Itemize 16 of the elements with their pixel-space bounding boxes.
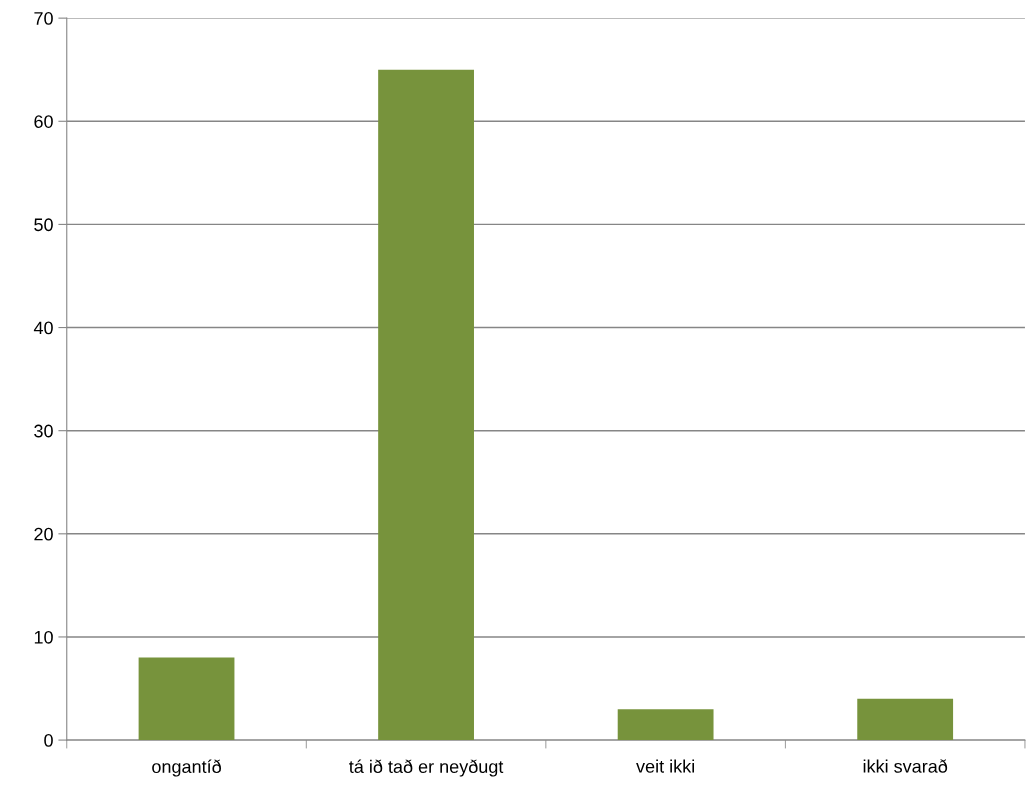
y-tick-label: 70 bbox=[34, 12, 53, 25]
x-tick-label: tá ið tað er neyðugt bbox=[349, 759, 504, 777]
y-tick-label: 40 bbox=[33, 321, 53, 335]
x-tick-label: ongantíð bbox=[152, 759, 221, 777]
bar bbox=[857, 698, 954, 741]
y-tick-label: 20 bbox=[34, 527, 53, 541]
bar bbox=[378, 69, 474, 741]
y-tick-label: 30 bbox=[34, 424, 53, 438]
bar bbox=[138, 657, 235, 741]
y-tick-label: 10 bbox=[34, 630, 53, 644]
bar bbox=[617, 709, 714, 741]
y-tick-label: 50 bbox=[34, 218, 53, 232]
y-tick-label: 0 bbox=[44, 734, 53, 747]
y-tick-label: 60 bbox=[34, 115, 53, 128]
x-tick-label: ikki svarað bbox=[863, 759, 948, 773]
x-tick-label: veit ikki bbox=[636, 759, 695, 773]
